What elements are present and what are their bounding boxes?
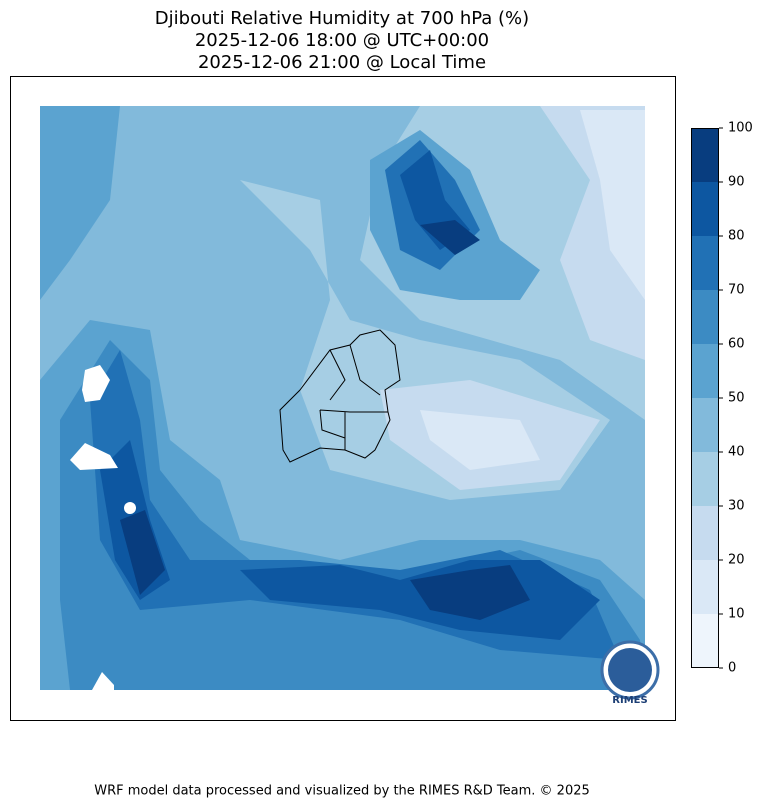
colorbar-segment [691,236,719,290]
colorbar-segment [691,290,719,344]
colorbar-outline [691,128,719,668]
title-line: 2025-12-06 21:00 @ Local Time [198,52,486,73]
colorbar-tick-label: 100 [728,121,753,136]
colorbar-tick-label: 30 [728,499,745,514]
colorbar-segment [691,452,719,506]
colorbar: 0 10 20 30 40 50 60 70 80 90 100 [691,121,753,676]
title-line: 2025-12-06 18:00 @ UTC+00:00 [195,30,489,51]
djibouti-border [279,329,401,463]
colorbar-tick-label: 40 [728,445,745,460]
humidity-field [40,106,645,690]
colorbar-segment [691,344,719,398]
colorbar-tick-label: 80 [728,229,745,244]
colorbar-tick-label: 50 [728,391,745,406]
logo-text: RIMES [612,695,647,706]
colorbar-segment [691,560,719,614]
colorbar-tick-label: 90 [728,175,745,190]
map: RIMES [10,76,676,721]
colorbar-tick-label: 0 [728,661,736,676]
colorbar-tick-label: 10 [728,607,745,622]
logo: RIMES [600,640,660,706]
title-line: Djibouti Relative Humidity at 700 hPa (%… [155,8,529,29]
colorbar-segment [691,182,719,236]
colorbar-tick-label: 20 [728,553,745,568]
colorbar-segment [691,506,719,560]
colorbar-segment [691,614,719,668]
colorbar-segment [691,398,719,452]
colorbar-segment [691,128,719,182]
colorbar-tick-label: 60 [728,337,745,352]
footer: WRF model data processed and visualized … [94,784,590,799]
colorbar-tick-label: 70 [728,283,745,298]
